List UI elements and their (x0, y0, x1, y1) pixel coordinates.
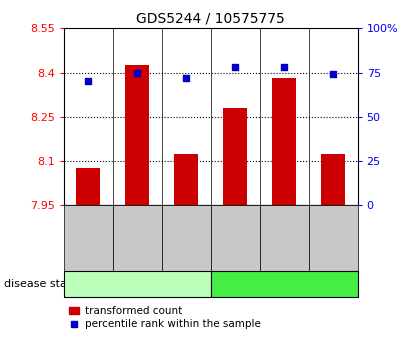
Text: GSM567071: GSM567071 (84, 211, 93, 266)
Text: GSM567073: GSM567073 (182, 211, 191, 266)
Point (330, 72, 336, 77)
Point (134, 70, 141, 75)
Point (183, 75, 189, 81)
Text: arthritis: arthritis (259, 278, 309, 291)
Bar (76, 169, 100, 205)
Title: GDS5244 / 10575775: GDS5244 / 10575775 (136, 12, 285, 26)
Bar (321, 154, 345, 205)
Text: GSM567072: GSM567072 (133, 211, 142, 266)
Text: GSM567079: GSM567079 (328, 211, 337, 266)
Text: disease state: disease state (4, 279, 78, 289)
Bar (223, 108, 247, 205)
Legend: transformed count, percentile rank within the sample: transformed count, percentile rank withi… (69, 306, 261, 329)
Point (85, 79, 92, 84)
Point (281, 64, 287, 70)
Text: control: control (115, 278, 159, 291)
Bar (272, 79, 296, 205)
Text: GSM567077: GSM567077 (231, 211, 240, 266)
Bar (174, 154, 199, 205)
Bar (125, 65, 150, 205)
Text: GSM567078: GSM567078 (279, 211, 289, 266)
Point (232, 64, 238, 70)
